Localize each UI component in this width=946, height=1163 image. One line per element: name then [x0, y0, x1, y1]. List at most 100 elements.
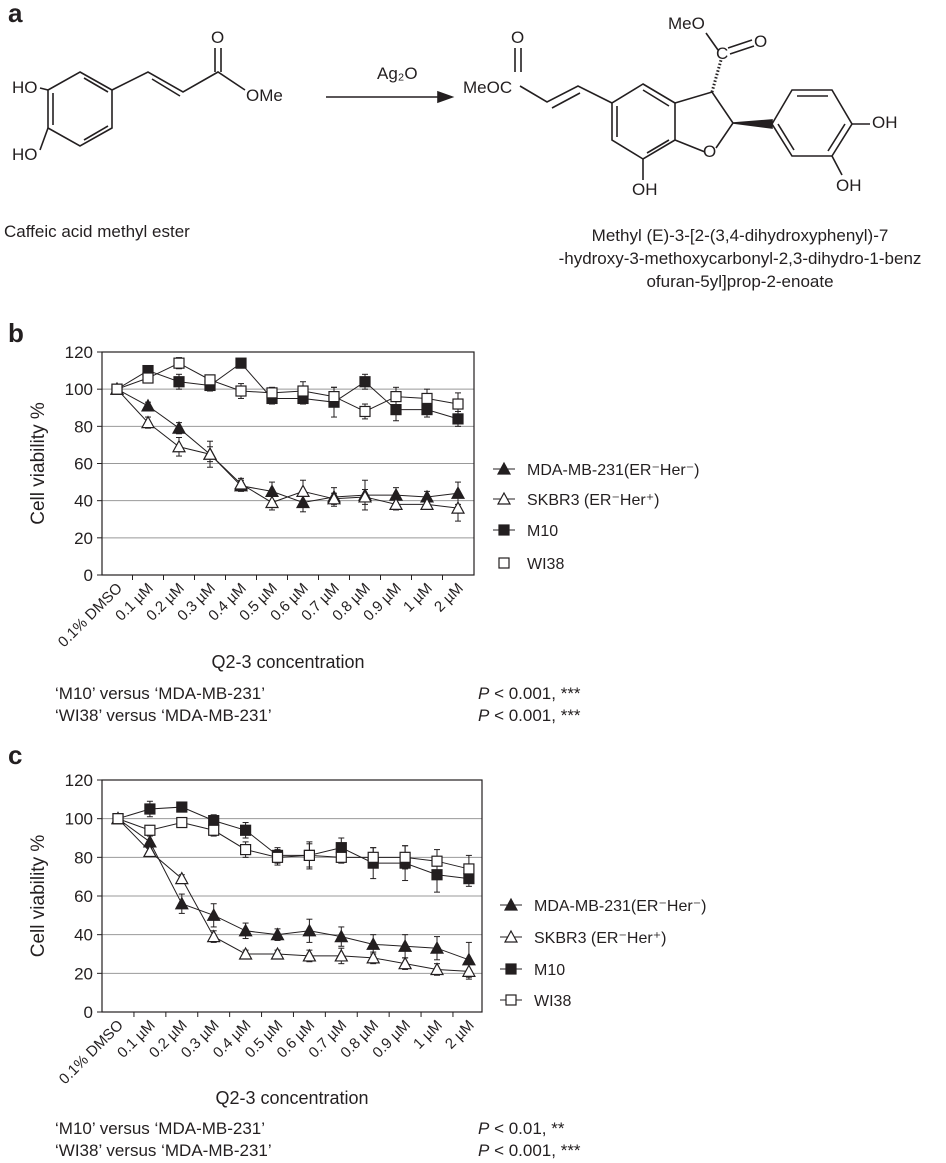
- data-point: [206, 929, 221, 943]
- data-point: [334, 929, 349, 943]
- data-point: [295, 484, 311, 497]
- data-point: [206, 908, 221, 921]
- data-point: [142, 844, 157, 858]
- y-tick-label: 0: [84, 566, 93, 585]
- reactant-name: Caffeic acid methyl ester: [4, 222, 190, 241]
- stat-pvalue: P < 0.001, ***: [478, 1141, 581, 1161]
- data-point: [171, 439, 187, 453]
- data-point: [335, 851, 347, 863]
- data-point: [431, 855, 443, 867]
- y-tick-label: 120: [65, 771, 93, 790]
- data-point: [140, 415, 156, 429]
- atom-label: OH: [836, 176, 862, 195]
- reagent-label: Ag₂O: [377, 64, 418, 83]
- product-name: Methyl (E)-3-[2-(3,4-dihydroxyphenyl)-7 …: [530, 224, 946, 293]
- atom-label: C: [716, 44, 729, 63]
- atom-label: OH: [872, 113, 898, 132]
- p-symbol: P: [478, 684, 490, 703]
- data-point: [144, 824, 156, 836]
- data-point: [240, 843, 252, 856]
- panel-label-b: b: [8, 318, 24, 348]
- atom-label: O: [211, 28, 225, 47]
- series-line: [117, 818, 469, 972]
- data-point: [461, 964, 476, 978]
- y-tick-label: 120: [65, 343, 93, 362]
- data-point: [429, 962, 445, 976]
- data-point: [359, 376, 371, 388]
- data-point: [270, 927, 285, 941]
- reaction-scheme: [39, 32, 870, 180]
- data-point: [111, 383, 123, 395]
- data-point: [366, 937, 381, 950]
- atom-label: HO: [12, 145, 38, 164]
- y-tick-label: 40: [74, 926, 93, 945]
- data-point: [429, 940, 445, 954]
- legend-marker: [503, 929, 519, 943]
- data-point: [326, 491, 342, 505]
- data-point: [297, 385, 309, 397]
- p-symbol: P: [478, 1141, 490, 1160]
- data-point: [174, 896, 189, 910]
- stat-comparison: ‘M10’ versus ‘MDA-MB-231’: [55, 684, 266, 703]
- data-point: [171, 420, 187, 434]
- data-point: [334, 948, 349, 962]
- data-point: [233, 476, 249, 490]
- y-tick-label: 100: [65, 810, 93, 829]
- atom-label: O: [754, 32, 768, 51]
- data-point: [173, 376, 185, 388]
- stat-comparison: ‘WI38’ versus ‘MDA-MB-231’: [55, 1141, 272, 1160]
- data-point: [174, 871, 189, 885]
- y-tick-label: 100: [65, 380, 93, 399]
- data-point: [264, 495, 280, 509]
- series-line: [116, 388, 459, 509]
- p-value: < 0.001, ***: [489, 684, 581, 703]
- y-tick-label: 80: [74, 417, 93, 436]
- data-point: [421, 392, 433, 405]
- p-value: < 0.001, ***: [489, 706, 581, 725]
- y-tick-label: 20: [74, 964, 93, 983]
- atom-label: OH: [632, 180, 658, 199]
- data-point: [328, 391, 340, 403]
- data-point: [173, 357, 185, 369]
- data-point: [367, 851, 379, 863]
- data-point: [238, 946, 253, 960]
- data-point: [176, 801, 188, 813]
- y-tick-label: 40: [74, 492, 93, 511]
- series-line: [117, 818, 470, 870]
- legend-marker: [505, 963, 517, 975]
- stat-pvalue: P < 0.001, ***: [478, 706, 581, 726]
- atom-label: O: [511, 28, 525, 47]
- legend-marker: [503, 897, 519, 911]
- panel-label-c: c: [8, 740, 23, 770]
- data-point: [240, 824, 252, 836]
- data-point: [271, 851, 284, 863]
- product-name-line: ofuran-5yl]prop-2-enoate: [646, 272, 834, 291]
- data-point: [302, 948, 317, 962]
- data-point: [144, 803, 156, 815]
- legend-label: MDA-MB-231(ER⁻Her⁻): [534, 898, 706, 915]
- y-axis-label: Cell viability %: [28, 835, 49, 958]
- data-point: [463, 863, 475, 875]
- data-point: [359, 405, 371, 418]
- data-point: [235, 357, 247, 369]
- legend-marker: [496, 491, 512, 505]
- series-line: [117, 806, 469, 880]
- y-tick-label: 80: [74, 848, 93, 867]
- data-point: [270, 946, 285, 960]
- data-point: [140, 398, 156, 412]
- y-tick-label: 0: [84, 1003, 93, 1022]
- legend-marker: [498, 524, 510, 536]
- legend-label: MDA-MB-231(ER⁻Her⁻): [527, 462, 699, 479]
- panel-label-a: a: [8, 0, 23, 28]
- legend-label: M10: [527, 523, 558, 540]
- legend-marker: [496, 461, 512, 475]
- stat-comparison: ‘WI38’ versus ‘MDA-MB-231’: [55, 706, 272, 725]
- data-point: [452, 398, 464, 410]
- legend-label: SKBR3 (ER⁻Her⁺): [527, 492, 659, 509]
- data-point: [419, 497, 435, 510]
- data-point: [302, 923, 317, 937]
- legend-label: WI38: [527, 556, 564, 573]
- x-axis-label: Q2-3 concentration: [215, 1088, 368, 1108]
- p-symbol: P: [478, 706, 490, 725]
- atom-label: MeOC: [463, 78, 513, 97]
